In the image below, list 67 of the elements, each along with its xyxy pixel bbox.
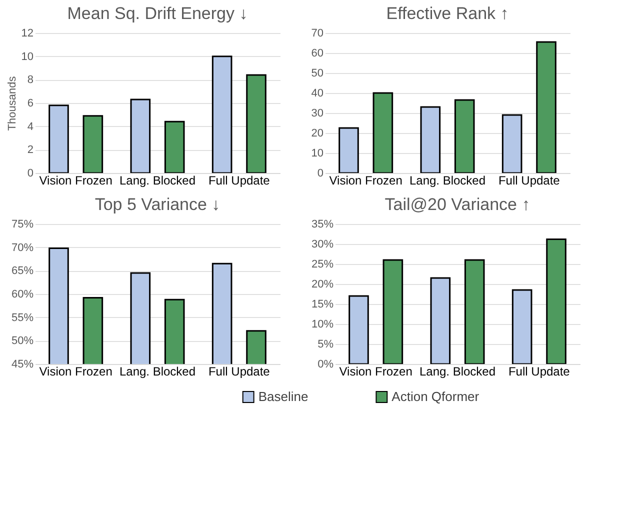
y-tick-label: 6 — [27, 98, 34, 110]
x-tick-label: Lang. Blocked — [409, 174, 486, 188]
y-tick-label: 25% — [311, 258, 334, 270]
y-tick-label: 2 — [27, 144, 34, 156]
bar — [546, 238, 566, 364]
x-tick-label: Full Update — [208, 174, 270, 188]
legend-label: Action Qformer — [392, 389, 480, 404]
bar — [420, 106, 441, 173]
x-tick-label: Lang. Blocked — [119, 174, 196, 188]
bar — [130, 98, 151, 173]
y-tick-label: 70 — [311, 28, 324, 40]
bar — [82, 115, 104, 173]
y-tick-label: 70% — [11, 242, 34, 254]
y-tick-label: 8 — [27, 74, 34, 86]
x-tick-label: Lang. Blocked — [419, 364, 496, 378]
bar — [164, 120, 185, 173]
bar — [372, 92, 394, 173]
bar — [246, 74, 266, 173]
legend-label: Baseline — [258, 389, 308, 404]
y-tick-label: 50 — [311, 68, 324, 80]
y-tick-label: 0% — [318, 358, 334, 370]
y-tick-label: 10 — [21, 50, 34, 63]
bar — [338, 127, 359, 173]
bar — [348, 295, 369, 364]
bar — [48, 104, 69, 173]
x-tick-label: Vision Frozen — [39, 364, 112, 378]
y-tick-label: 20% — [311, 278, 334, 290]
bar — [454, 99, 475, 173]
bar — [536, 41, 556, 173]
bar — [464, 259, 485, 364]
x-tick-label: Vision Frozen — [39, 174, 112, 188]
y-tick-label: 0 — [27, 168, 34, 180]
chart-title: Effective Rank ↑ — [386, 4, 509, 23]
x-tick-label: Vision Frozen — [339, 364, 412, 378]
y-tick-label: 20 — [311, 128, 324, 140]
y-tick-label: 60% — [11, 288, 34, 300]
x-tick-label: Lang. Blocked — [119, 364, 196, 378]
y-tick-label: 30% — [311, 238, 334, 250]
y-tick-label: 45% — [11, 358, 34, 370]
y-tick-label: 4 — [27, 120, 34, 133]
x-tick-label: Vision Frozen — [329, 174, 402, 188]
y-tick-label: 15% — [311, 298, 334, 310]
y-tick-label: 10 — [311, 148, 324, 160]
x-tick-label: Full Update — [498, 174, 560, 188]
y-tick-label: 35% — [311, 218, 334, 230]
bar — [502, 114, 522, 173]
y-axis-title: Thousands — [6, 76, 18, 131]
y-tick-label: 10% — [311, 318, 334, 330]
bar — [512, 289, 532, 364]
chart-title: Mean Sq. Drift Energy ↓ — [67, 4, 248, 23]
x-tick-label: Full Update — [508, 364, 570, 378]
y-tick-label: 30 — [311, 108, 324, 120]
y-tick-label: 50% — [11, 335, 34, 348]
y-tick-label: 60 — [311, 48, 324, 60]
y-tick-label: 0 — [317, 168, 324, 180]
y-tick-label: 5% — [318, 338, 334, 350]
y-tick-label: 65% — [11, 265, 34, 278]
bar — [430, 277, 451, 364]
bar — [212, 56, 232, 173]
bar — [382, 259, 404, 364]
chart-title: Tail@20 Variance ↑ — [384, 195, 530, 214]
x-tick-label: Full Update — [208, 364, 270, 378]
y-tick-label: 55% — [11, 312, 34, 324]
chart-title: Top 5 Variance ↓ — [94, 195, 220, 214]
y-tick-label: 12 — [21, 28, 34, 40]
y-tick-label: 40 — [311, 88, 324, 100]
y-tick-label: 75% — [11, 218, 34, 230]
